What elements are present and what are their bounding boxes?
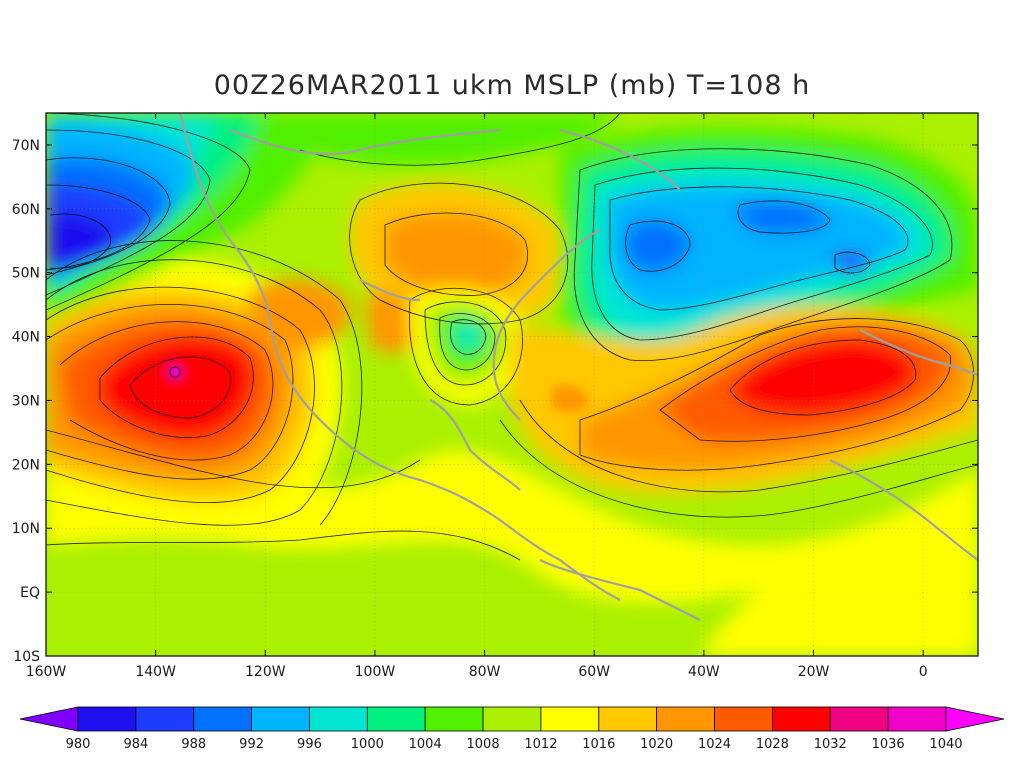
colorbar-swatch xyxy=(656,706,715,732)
colorbar-swatch xyxy=(714,706,773,732)
colorbar-right-arrow xyxy=(945,706,1005,732)
colorbar-label: 1004 xyxy=(409,737,442,752)
map-grid xyxy=(46,113,978,656)
colorbar-label: 1040 xyxy=(929,737,962,752)
lat-tick-label: 10S xyxy=(13,649,40,665)
lat-tick-label: 20N xyxy=(12,457,40,473)
colorbar-swatch xyxy=(598,706,658,732)
colorbar-label: 1016 xyxy=(582,737,615,752)
lat-tick-label: 50N xyxy=(12,266,40,282)
lat-tick-label: 30N xyxy=(12,393,40,409)
colorbar-label: 1008 xyxy=(467,737,500,752)
lat-tick-label: 70N xyxy=(12,138,40,154)
lon-tick-label: 60W xyxy=(578,664,610,680)
colorbar-label: 1012 xyxy=(524,737,557,752)
pressure-field xyxy=(46,113,978,656)
colorbar-swatch xyxy=(829,706,889,732)
colorbar-label: 1032 xyxy=(814,737,847,752)
colorbar-label: 980 xyxy=(66,737,91,752)
lon-tick-label: 20W xyxy=(798,664,830,680)
lon-tick-label: 120W xyxy=(245,664,286,680)
latitude-axis: 70N 60N 50N 40N 30N 20N 10N EQ 10S xyxy=(12,138,978,665)
colorbar-swatch xyxy=(887,706,947,732)
longitude-axis: 160W 140W 120W 100W 80W 60W 40W 20W 0 xyxy=(26,113,928,680)
map-title: 00Z26MAR2011 ukm MSLP (mb) T=108 h xyxy=(213,70,811,101)
lon-tick-label: 40W xyxy=(688,664,720,680)
lon-tick-label: 140W xyxy=(135,664,176,680)
lat-tick-label: 60N xyxy=(12,202,40,218)
colorbar-label: 988 xyxy=(181,737,206,752)
colorbar-label: 984 xyxy=(123,737,148,752)
colorbar-label: 992 xyxy=(239,737,264,752)
colorbar-label: 1000 xyxy=(351,737,384,752)
colorbar-swatch xyxy=(193,706,253,732)
colorbar-label: 1036 xyxy=(872,737,905,752)
lon-tick-label: 160W xyxy=(26,664,67,680)
colorbar-swatch xyxy=(135,706,195,732)
lat-tick-label: EQ xyxy=(20,585,40,601)
colorbar-swatch xyxy=(366,706,426,732)
lat-tick-label: 10N xyxy=(12,521,40,537)
colorbar-swatch xyxy=(482,706,542,732)
lon-tick-label: 100W xyxy=(355,664,396,680)
colorbar-swatch xyxy=(309,706,368,732)
colorbar: 980 984 988 992 996 1000 1004 1008 1012 1016 1020 1… xyxy=(19,706,1005,752)
colorbar-swatch xyxy=(424,706,484,732)
colorbar-swatch xyxy=(251,706,310,732)
colorbar-label: 1024 xyxy=(698,737,731,752)
colorbar-label: 996 xyxy=(297,737,322,752)
colorbar-swatch xyxy=(77,706,137,732)
colorbar-label: 1020 xyxy=(640,737,673,752)
lon-tick-label: 0 xyxy=(919,664,928,680)
colorbar-left-arrow xyxy=(19,706,79,732)
colorbar-swatch xyxy=(540,706,600,732)
colorbar-swatch xyxy=(772,706,831,732)
lat-tick-label: 40N xyxy=(12,330,40,346)
lon-tick-label: 80W xyxy=(469,664,501,680)
colorbar-label: 1028 xyxy=(756,737,789,752)
